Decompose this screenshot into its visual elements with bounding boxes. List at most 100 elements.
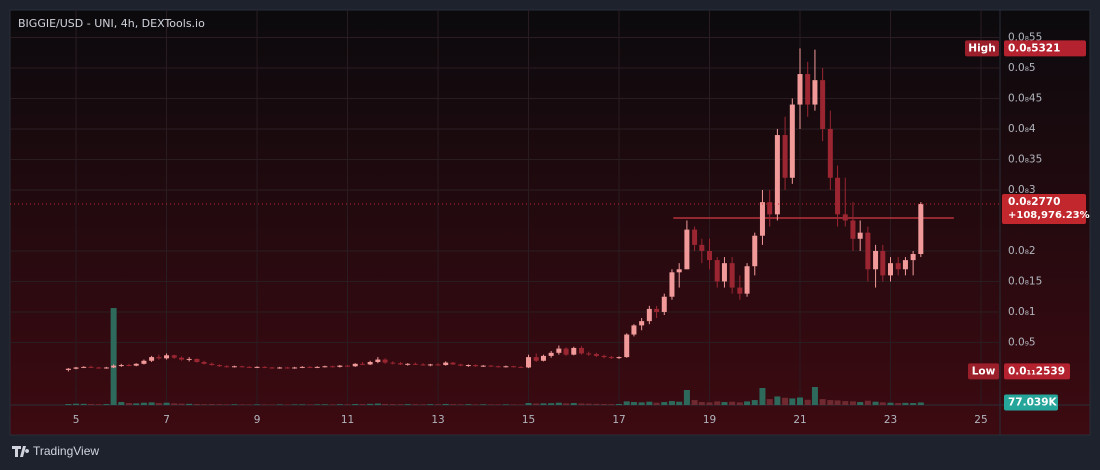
volume-bar xyxy=(834,400,841,405)
candle-body xyxy=(548,352,554,356)
candle-body xyxy=(721,263,727,282)
chart-pane xyxy=(9,9,1091,436)
volume-bar xyxy=(616,404,623,405)
candle-body xyxy=(390,362,396,364)
volume-bar xyxy=(314,404,321,405)
x-tick-label: 7 xyxy=(163,414,170,426)
volume-bar xyxy=(585,403,592,405)
volume-bar xyxy=(359,404,366,405)
volume-bar xyxy=(578,403,585,405)
volume-bar xyxy=(268,404,275,405)
volume-value-box xyxy=(1004,394,1058,411)
volume-bar xyxy=(683,390,690,405)
candle-body xyxy=(209,363,215,366)
volume-bar xyxy=(427,404,434,405)
y-tick-label: 0.0₈35 xyxy=(1008,153,1042,165)
candle-body xyxy=(397,363,403,365)
y-tick-label: 0.0₈1 xyxy=(1008,306,1036,318)
candle-body xyxy=(133,363,139,366)
candle-body xyxy=(345,365,351,367)
candle-body xyxy=(96,367,102,369)
candle-body xyxy=(367,361,373,365)
candle-body xyxy=(488,365,494,367)
volume-bar xyxy=(849,401,856,405)
volume-bar xyxy=(827,400,834,405)
candle-body xyxy=(895,263,901,270)
volume-bar xyxy=(721,402,728,405)
volume-bar xyxy=(80,403,87,405)
volume-bar xyxy=(208,404,215,405)
volume-bar xyxy=(171,403,178,405)
volume-bar xyxy=(736,402,743,405)
candle-body xyxy=(767,202,773,215)
candle-body xyxy=(835,177,841,215)
y-tick-label: 0.0₈2 xyxy=(1008,245,1036,257)
volume-bar xyxy=(155,403,162,405)
volume-bar xyxy=(495,404,502,405)
high-tag: High xyxy=(968,42,995,54)
candle-body xyxy=(676,269,682,273)
candle-body xyxy=(450,362,456,365)
high-tag-box xyxy=(965,40,999,57)
candle-body xyxy=(412,363,418,365)
x-tick-label: 9 xyxy=(254,414,261,426)
volume-bar xyxy=(367,403,374,405)
candle-body xyxy=(601,355,607,358)
candle-body xyxy=(322,366,328,368)
candle-body xyxy=(782,135,788,178)
volume-bar xyxy=(140,402,147,405)
x-tick-label: 13 xyxy=(431,414,444,426)
volume-bar xyxy=(284,404,291,405)
candle-body xyxy=(880,250,886,276)
candle-body xyxy=(737,287,743,294)
volume-bar xyxy=(593,403,600,405)
volume-bar xyxy=(352,404,359,405)
volume-bar xyxy=(201,404,208,405)
y-tick-label: 0.0₈15 xyxy=(1008,275,1042,287)
candle-body xyxy=(164,355,170,359)
volume-bar xyxy=(608,404,615,405)
candle-body xyxy=(616,357,622,359)
volume-bar xyxy=(261,404,268,405)
high-value: 0.0₈5321 xyxy=(1008,42,1060,54)
volume-bar xyxy=(917,402,924,405)
volume-bar xyxy=(239,404,246,405)
y-tick-label: 0.0₈3 xyxy=(1008,184,1036,196)
x-tick-label: 15 xyxy=(522,414,535,426)
volume-bar xyxy=(804,399,811,405)
volume-bar xyxy=(254,404,261,405)
volume-bar xyxy=(163,402,170,405)
candle-body xyxy=(194,358,200,362)
volume-bar xyxy=(65,404,72,405)
candle-body xyxy=(216,365,222,367)
volume-bar xyxy=(382,404,389,405)
candle-body xyxy=(201,361,207,364)
candle-body xyxy=(292,367,298,369)
volume-bar xyxy=(412,404,419,405)
last-price-box xyxy=(1002,193,1086,224)
high-value-box xyxy=(1004,40,1086,57)
volume-bar xyxy=(706,402,713,405)
volume-bar xyxy=(457,404,464,405)
candle-body xyxy=(820,80,826,129)
volume-bar xyxy=(698,402,705,405)
volume-bar xyxy=(306,404,313,405)
candle-body xyxy=(827,128,833,178)
candle-body xyxy=(465,365,471,367)
candle-body xyxy=(578,347,584,354)
candle-body xyxy=(631,325,637,335)
candle-body xyxy=(277,367,283,369)
candle-body xyxy=(359,363,365,365)
candle-body xyxy=(73,367,79,369)
candle-body xyxy=(103,367,109,369)
volume-bar xyxy=(759,388,766,405)
tradingview-logo xyxy=(12,446,30,457)
candle-body xyxy=(586,353,592,355)
volume-bar xyxy=(193,404,200,405)
volume-bar xyxy=(630,402,637,405)
volume-bar xyxy=(563,403,570,405)
candle-body xyxy=(699,244,705,251)
volume-bar xyxy=(517,404,524,405)
candle-body xyxy=(873,250,879,270)
last-change: +108,976.23% xyxy=(1008,210,1090,221)
